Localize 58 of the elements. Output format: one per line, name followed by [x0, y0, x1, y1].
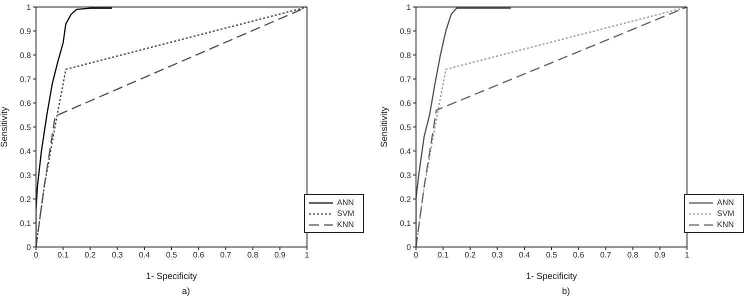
legend-label: ANN — [717, 197, 734, 208]
y-tick-label: 0.6 — [400, 98, 412, 108]
y-tick-label: 0.5 — [20, 122, 32, 132]
x-tick-label: 0.2 — [464, 250, 476, 260]
y-tick-label: 0 — [26, 242, 32, 252]
y-tick-label: 0.4 — [400, 146, 412, 156]
x-tick-label: 0.7 — [600, 250, 612, 260]
y-axis-title: Sensitivity — [0, 106, 10, 148]
y-tick-label: 0.1 — [20, 218, 32, 228]
text: a) — [180, 286, 191, 296]
legend-label: KNN — [717, 219, 734, 230]
x-tick-label: 0.6 — [573, 250, 585, 260]
x-tick-label: 0.6 — [193, 250, 205, 260]
x-tick-label: 0.7 — [220, 250, 232, 260]
x-tick-label: 0.5 — [546, 250, 558, 260]
y-tick-label: 0.1 — [400, 218, 412, 228]
y-tick-label: 0.9 — [20, 26, 32, 36]
y-tick-label: 1 — [406, 2, 412, 12]
line-series — [36, 7, 307, 247]
y-tick-label: 0.5 — [400, 122, 412, 132]
x-tick-label: 0.1 — [58, 250, 70, 260]
x-tick-label: 1 — [304, 250, 310, 260]
y-tick-label: 0.3 — [400, 170, 412, 180]
legend-label: SVM — [717, 208, 734, 219]
y-tick-label: 0.3 — [20, 170, 32, 180]
x-tick-label: 0.3 — [492, 250, 504, 260]
y-tick-label: 0.7 — [20, 74, 32, 84]
x-tick-label: 0.3 — [112, 250, 124, 260]
y-tick-label: 0.8 — [20, 50, 32, 60]
x-tick-label: 0.2 — [84, 250, 96, 260]
x-tick-label: 0.8 — [627, 250, 639, 260]
legend-label: ANN — [337, 197, 354, 208]
line-series — [416, 7, 687, 247]
y-tick-label: 0.9 — [400, 26, 412, 36]
y-tick-label: 1 — [26, 2, 32, 12]
x-axis-title: 1- Specificity — [146, 271, 198, 281]
y-tick-label: 0 — [406, 242, 412, 252]
x-tick-label: 0.1 — [438, 250, 450, 260]
text: b) — [560, 286, 571, 296]
legend-label: SVM — [337, 208, 354, 219]
x-tick-label: 0.9 — [274, 250, 286, 260]
x-tick-label: 1 — [684, 250, 690, 260]
legend-label: KNN — [337, 219, 354, 230]
x-tick-label: 0.5 — [166, 250, 178, 260]
x-tick-label: 0.8 — [247, 250, 259, 260]
y-tick-label: 0.2 — [20, 194, 32, 204]
x-tick-label: 0 — [34, 250, 39, 260]
y-tick-label: 0.6 — [20, 98, 32, 108]
x-axis-title: 1- Specificity — [526, 271, 578, 281]
x-tick-label: 0.4 — [518, 250, 531, 260]
y-axis-title: Sensitivity — [379, 106, 390, 148]
x-tick-label: 0.9 — [654, 250, 666, 260]
y-tick-label: 0.8 — [400, 50, 412, 60]
x-tick-label: 0 — [414, 250, 419, 260]
y-tick-label: 0.7 — [400, 74, 412, 84]
y-tick-label: 0.2 — [400, 194, 412, 204]
y-tick-label: 0.4 — [20, 146, 32, 156]
x-tick-label: 0.4 — [138, 250, 151, 260]
